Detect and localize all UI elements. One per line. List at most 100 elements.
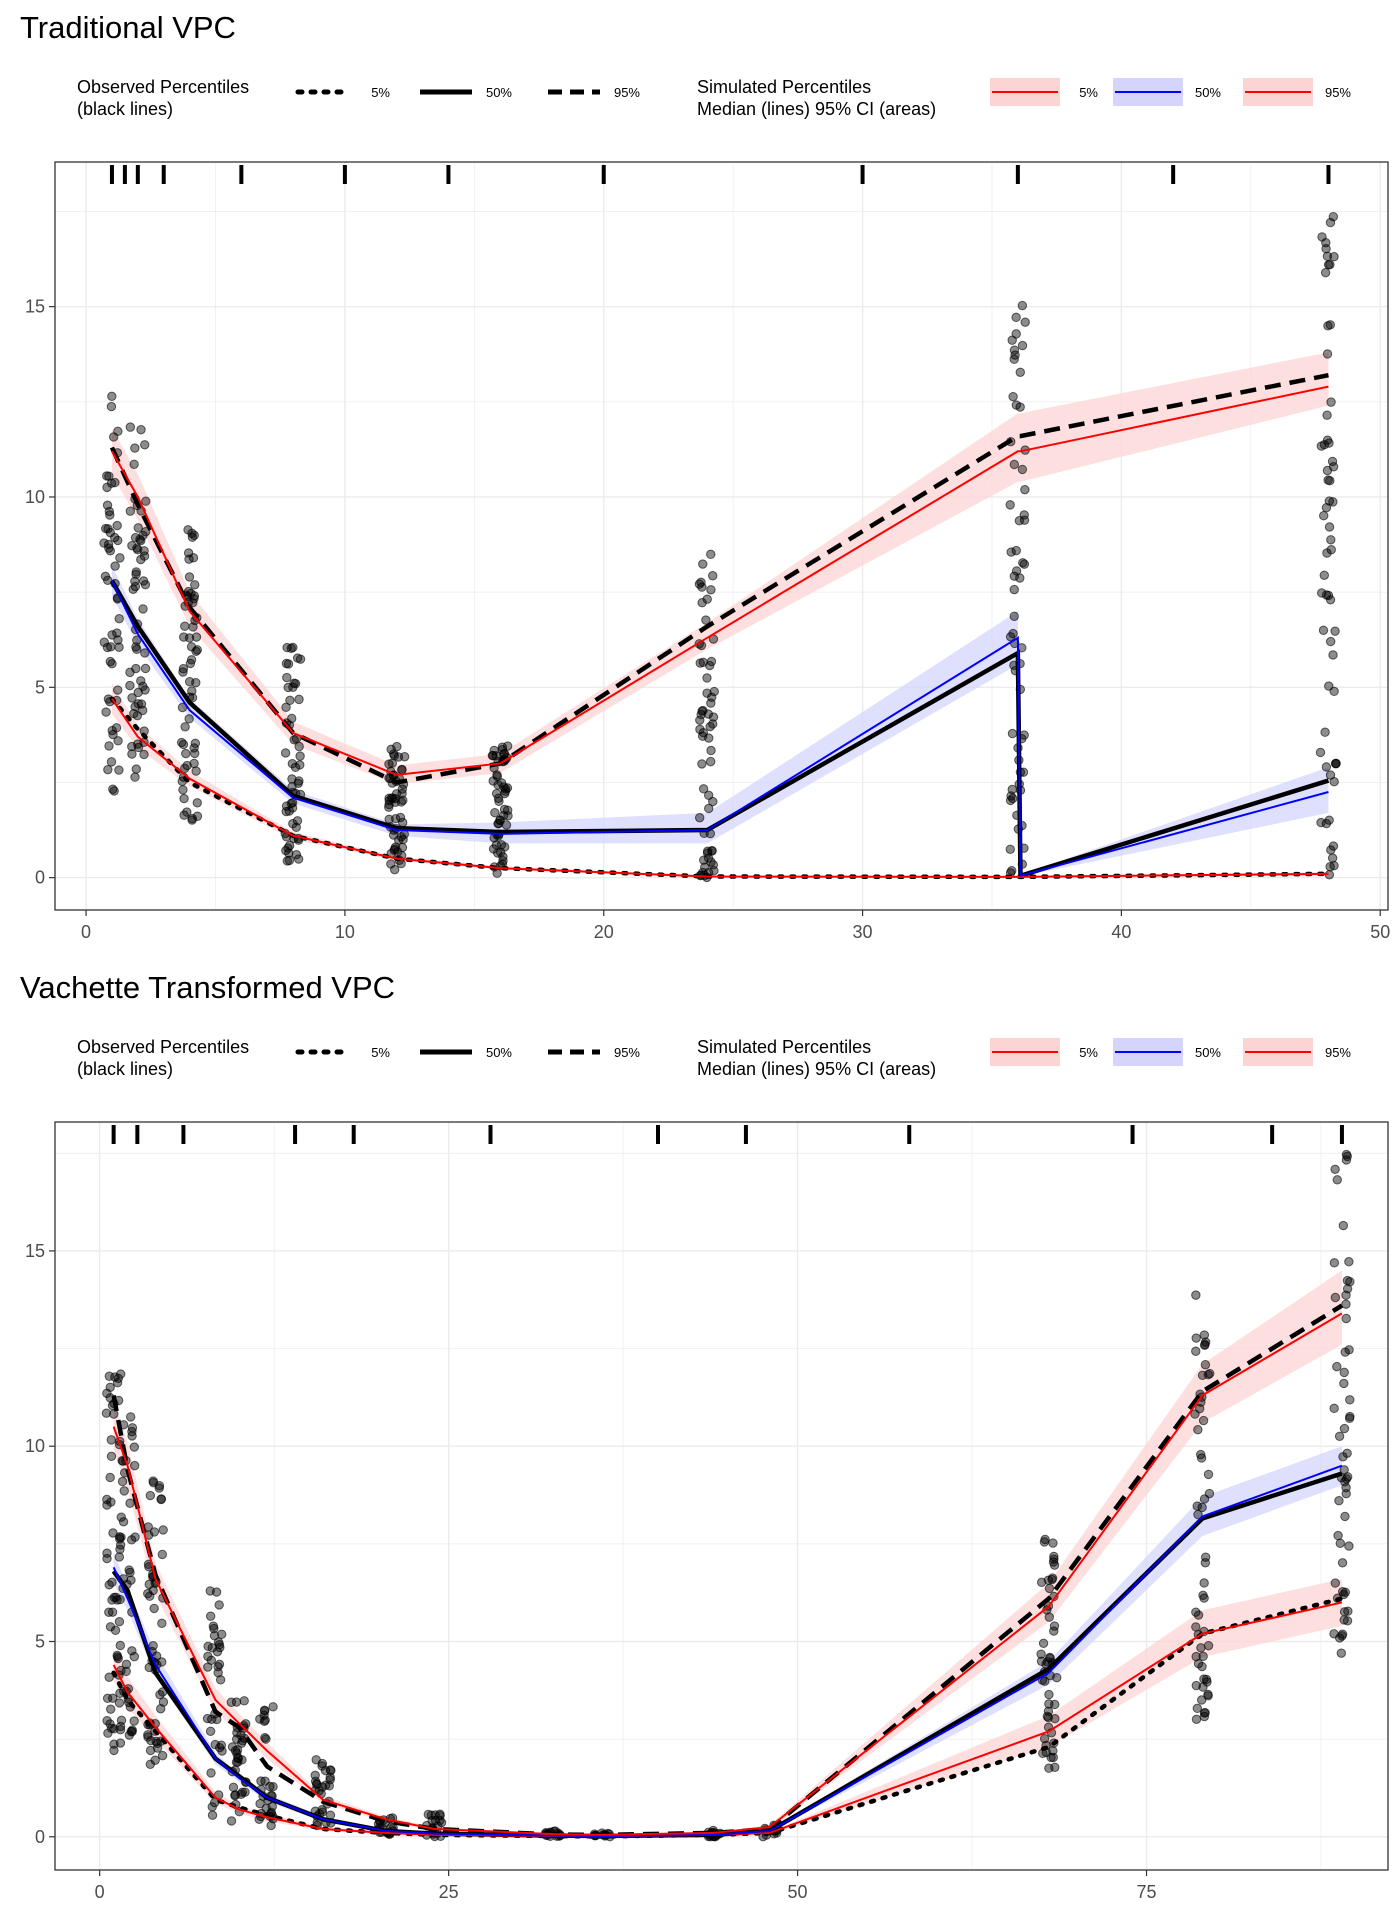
observation-point xyxy=(139,749,149,760)
observation-point xyxy=(287,713,297,724)
observation-point xyxy=(1047,1573,1058,1583)
observation-point xyxy=(140,440,150,450)
observation-point xyxy=(284,848,294,858)
observation-point xyxy=(190,748,200,759)
observation-point xyxy=(209,1623,219,1634)
observation-point xyxy=(1017,464,1028,475)
observation-point xyxy=(1193,1509,1203,1520)
vpc-panel-vachette: Vachette Transformed VPC Observed Percen… xyxy=(0,960,1400,1915)
observation-point xyxy=(291,849,302,860)
observation-point xyxy=(125,667,135,678)
simulated-median-line xyxy=(111,385,1329,776)
observation-point xyxy=(1330,1292,1341,1303)
observation-point xyxy=(498,856,508,866)
observation-point xyxy=(129,1460,140,1471)
observation-point xyxy=(1324,681,1334,691)
observation-point xyxy=(1319,570,1330,580)
observation-point xyxy=(707,846,717,856)
observation-point xyxy=(114,1532,125,1542)
observation-point xyxy=(105,510,115,520)
observation-point xyxy=(1342,1472,1353,1482)
observation-point xyxy=(114,1552,125,1562)
observation-point xyxy=(125,1412,136,1422)
observation-point xyxy=(105,656,116,667)
observation-point xyxy=(121,1659,132,1670)
observation-point xyxy=(1038,1638,1049,1649)
observation-point xyxy=(1330,1578,1341,1588)
observation-point xyxy=(1199,1674,1209,1684)
observation-point xyxy=(127,1725,137,1735)
observation-point xyxy=(187,813,198,824)
observation-point xyxy=(502,805,513,815)
observation-point xyxy=(110,561,120,571)
observation-point xyxy=(1327,853,1338,863)
observation-point xyxy=(1019,559,1030,569)
observation-point xyxy=(1052,1672,1062,1683)
observation-point xyxy=(106,401,117,412)
observation-point xyxy=(1196,1695,1207,1705)
observation-point xyxy=(125,506,136,516)
observation-point xyxy=(698,784,709,794)
observation-point xyxy=(1334,1495,1344,1506)
observation-point xyxy=(125,1498,135,1508)
observation-point xyxy=(135,534,145,545)
observation-point xyxy=(110,477,120,488)
observation-point xyxy=(1329,860,1339,871)
observation-point xyxy=(708,571,718,581)
observation-point xyxy=(129,708,139,719)
observation-point xyxy=(118,1517,129,1527)
x-tick-label: 0 xyxy=(95,1882,105,1902)
observation-point xyxy=(206,1714,217,1724)
observation-point xyxy=(145,1591,155,1601)
legend-simulated-key-label: 5% xyxy=(1079,85,1098,100)
observation-point xyxy=(1326,845,1336,855)
observation-point xyxy=(280,748,291,758)
observation-point xyxy=(133,739,143,749)
observation-point xyxy=(1341,1313,1351,1324)
observation-point xyxy=(389,751,400,761)
observation-point xyxy=(1197,1661,1207,1672)
observation-point xyxy=(140,648,150,658)
observation-point xyxy=(102,1553,112,1564)
observation-point xyxy=(493,818,503,829)
observation-point xyxy=(154,1481,165,1491)
observation-point xyxy=(102,1693,113,1704)
observation-point xyxy=(178,667,188,677)
observation-point xyxy=(1008,391,1018,402)
observation-point xyxy=(1195,1449,1206,1460)
observation-point xyxy=(1200,1360,1211,1370)
observation-point xyxy=(1315,747,1326,758)
observation-point xyxy=(1005,844,1015,854)
observation-point xyxy=(1197,1370,1208,1380)
observation-point xyxy=(239,1696,249,1706)
observation-point xyxy=(129,459,139,469)
observation-point xyxy=(117,1476,128,1487)
observation-point xyxy=(1336,1648,1347,1658)
observation-point xyxy=(1341,1290,1351,1300)
observation-point xyxy=(1191,1346,1201,1356)
observation-point xyxy=(325,1765,336,1775)
observation-point xyxy=(1005,632,1016,642)
y-tick-label: 0 xyxy=(35,1827,45,1847)
observation-point xyxy=(1044,1612,1055,1622)
observation-point xyxy=(156,1494,166,1505)
observation-point xyxy=(1049,1551,1059,1562)
legend-observed-key-label: 50% xyxy=(486,85,512,100)
x-tick-label: 50 xyxy=(1370,922,1390,942)
observation-point xyxy=(107,1577,117,1588)
observation-point xyxy=(1040,1676,1050,1686)
observation-point xyxy=(1328,650,1338,660)
observation-point xyxy=(1324,522,1335,532)
observation-point xyxy=(139,546,149,556)
observation-point xyxy=(389,845,399,855)
observation-point xyxy=(1006,547,1016,557)
observation-point xyxy=(1020,484,1030,495)
observation-point xyxy=(106,757,117,767)
observation-point xyxy=(1191,1680,1202,1691)
observation-point xyxy=(228,1782,239,1793)
observation-point xyxy=(1344,1413,1355,1424)
observation-point xyxy=(702,673,712,683)
observation-point xyxy=(1199,1711,1210,1722)
observation-point xyxy=(1191,1622,1201,1632)
observation-point xyxy=(114,1698,125,1708)
